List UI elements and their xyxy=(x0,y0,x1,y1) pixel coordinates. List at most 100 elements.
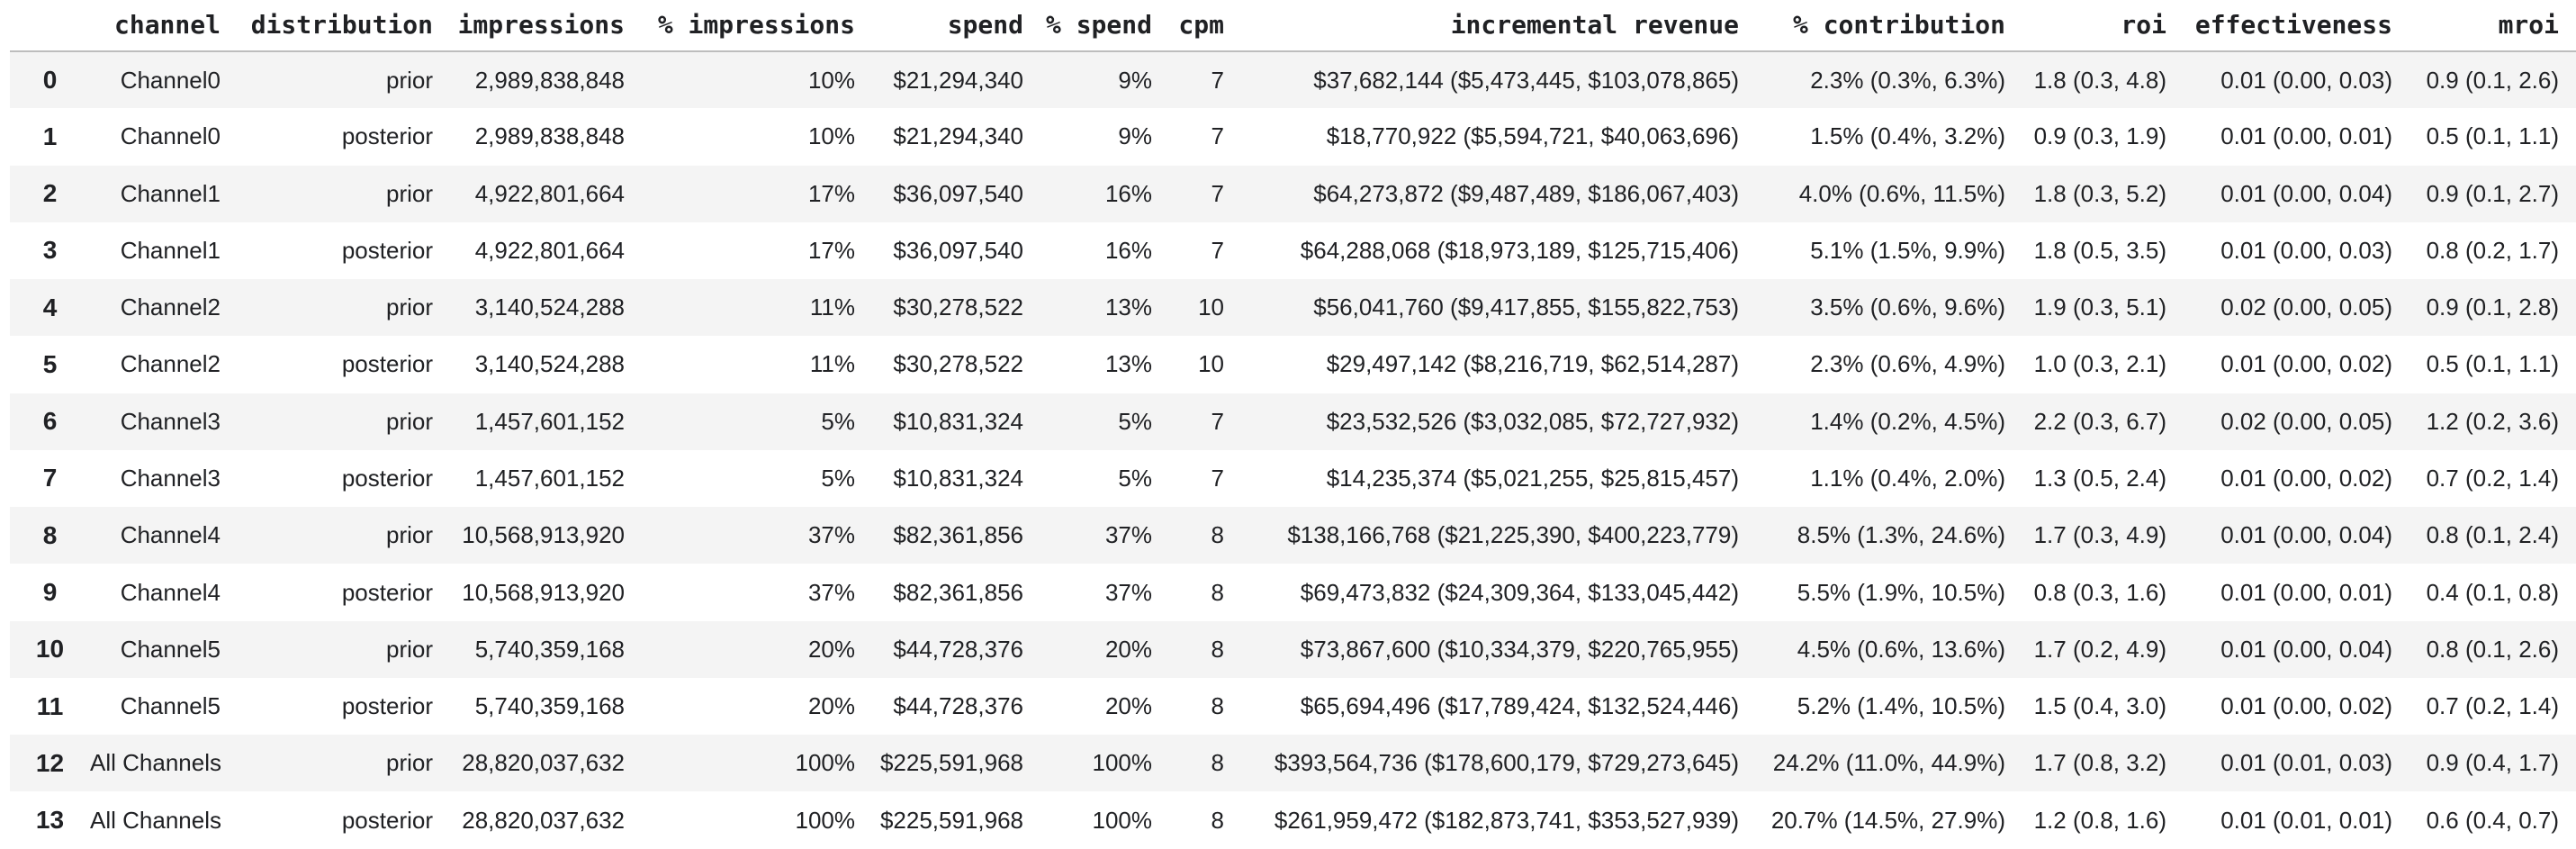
row-index: 13 xyxy=(35,806,65,835)
cell-cpm: 8 xyxy=(1211,521,1224,549)
cell-contribution: 4.0% (0.6%, 11.5%) xyxy=(1798,179,2005,207)
cell-spend: 37% xyxy=(1104,578,1152,606)
cell-channel: Channel5 xyxy=(120,692,221,720)
cell-cpm: 7 xyxy=(1211,179,1224,207)
cell-incremental-revenue: $23,532,526 ($3,032,085, $72,727,932) xyxy=(1326,407,1739,435)
cell-cpm: 8 xyxy=(1211,635,1224,663)
cell-roi: 0.8 (0.3, 1.6) xyxy=(2033,578,2166,606)
cell-roi: 1.8 (0.3, 5.2) xyxy=(2033,179,2166,207)
cell-mroi: 0.7 (0.2, 1.4) xyxy=(2426,692,2559,720)
table-row: 6 Channel3 prior 1,457,601,152 5% $10,831,324… xyxy=(10,393,2576,450)
cell-effectiveness: 0.02 (0.00, 0.05) xyxy=(2220,407,2392,435)
cell-impressions: 3,140,524,288 xyxy=(474,294,625,321)
cell-spend: $21,294,340 xyxy=(893,66,1023,94)
row-index: 11 xyxy=(36,691,64,720)
row-index: 2 xyxy=(42,179,58,208)
cell-roi: 1.8 (0.5, 3.5) xyxy=(2033,236,2166,264)
cell-spend: 16% xyxy=(1104,179,1152,207)
table-row: 8 Channel4 prior 10,568,913,920 37% $82,361,8… xyxy=(10,507,2576,564)
cell-roi: 2.2 (0.3, 6.7) xyxy=(2033,407,2166,435)
column-header-index xyxy=(10,0,90,52)
cell-incremental-revenue: $69,473,832 ($24,309,364, $133,045,442) xyxy=(1300,578,1739,606)
cell-impressions: 20% xyxy=(807,692,855,720)
cell-roi: 1.0 (0.3, 2.1) xyxy=(2033,350,2166,378)
cell-contribution: 20.7% (14.5%, 27.9%) xyxy=(1770,806,2005,834)
column-header-impressions: % impressions xyxy=(634,0,864,52)
column-header-impressions: impressions xyxy=(442,0,634,52)
cell-incremental-revenue: $37,682,144 ($5,473,445, $103,078,865) xyxy=(1313,66,1739,94)
cell-impressions: 17% xyxy=(807,236,855,264)
cell-channel: Channel5 xyxy=(120,635,221,663)
cell-effectiveness: 0.01 (0.00, 0.03) xyxy=(2220,236,2392,264)
cell-spend: 9% xyxy=(1118,122,1152,150)
cell-distribution: posterior xyxy=(341,350,433,378)
cell-spend: 13% xyxy=(1104,350,1152,378)
cell-channel: All Channels xyxy=(90,806,221,834)
cell-impressions: 1,457,601,152 xyxy=(474,407,625,435)
header-row: channel distribution impressions% impressi… xyxy=(10,0,2576,52)
column-header-incremental-revenue: incremental revenue xyxy=(1233,0,1748,52)
cell-channel: Channel0 xyxy=(120,122,221,150)
cell-incremental-revenue: $64,288,068 ($18,973,189, $125,715,406) xyxy=(1300,236,1739,264)
cell-impressions: 11% xyxy=(809,294,855,321)
cell-cpm: 8 xyxy=(1211,749,1224,777)
cell-impressions: 28,820,037,632 xyxy=(462,806,625,834)
cell-contribution: 5.1% (1.5%, 9.9%) xyxy=(1810,236,2005,264)
cell-spend: 9% xyxy=(1118,66,1152,94)
row-index: 7 xyxy=(42,464,58,492)
cell-mroi: 0.7 (0.2, 1.4) xyxy=(2426,464,2559,492)
cell-mroi: 0.9 (0.1, 2.7) xyxy=(2426,179,2559,207)
cell-mroi: 0.8 (0.1, 2.4) xyxy=(2426,521,2559,549)
row-index: 6 xyxy=(42,407,58,436)
cell-channel: Channel4 xyxy=(120,578,221,606)
column-header-mroi: mroi xyxy=(2401,0,2576,52)
cell-effectiveness: 0.01 (0.00, 0.01) xyxy=(2220,122,2392,150)
row-index: 8 xyxy=(42,520,58,549)
cell-spend: 37% xyxy=(1104,521,1152,549)
cell-contribution: 8.5% (1.3%, 24.6%) xyxy=(1797,521,2005,549)
column-header-contribution: % contribution xyxy=(1748,0,2014,52)
cell-impressions: 20% xyxy=(807,635,855,663)
column-header-channel: channel xyxy=(90,0,230,52)
cell-mroi: 0.9 (0.1, 2.6) xyxy=(2426,66,2559,94)
cell-impressions: 10% xyxy=(807,122,855,150)
cell-spend: $36,097,540 xyxy=(893,179,1023,207)
column-header-distribution: distribution xyxy=(230,0,442,52)
cell-effectiveness: 0.01 (0.00, 0.03) xyxy=(2220,66,2392,94)
cell-distribution: prior xyxy=(385,749,433,777)
dataframe-output: channel distribution impressions% impressi… xyxy=(10,0,2576,849)
column-header-spend: % spend xyxy=(1032,0,1161,52)
cell-effectiveness: 0.01 (0.01, 0.01) xyxy=(2220,806,2392,834)
cell-channel: Channel2 xyxy=(120,294,221,321)
cell-impressions: 11% xyxy=(809,350,855,378)
column-header-roi: roi xyxy=(2014,0,2175,52)
cell-incremental-revenue: $56,041,760 ($9,417,855, $155,822,753) xyxy=(1313,294,1739,321)
cell-contribution: 24.2% (11.0%, 44.9%) xyxy=(1772,749,2005,777)
cell-incremental-revenue: $65,694,496 ($17,789,424, $132,524,446) xyxy=(1300,692,1739,720)
cell-mroi: 0.4 (0.1, 0.8) xyxy=(2426,578,2559,606)
cell-impressions: 2,989,838,848 xyxy=(474,122,625,150)
cell-mroi: 0.9 (0.1, 2.8) xyxy=(2426,294,2559,321)
cell-cpm: 8 xyxy=(1211,578,1224,606)
cell-incremental-revenue: $73,867,600 ($10,334,379, $220,765,955) xyxy=(1300,635,1739,663)
column-header-effectiveness: effectiveness xyxy=(2175,0,2401,52)
cell-impressions: 5,740,359,168 xyxy=(474,635,625,663)
table-row: 9 Channel4 posterior 10,568,913,920 37% $82,3… xyxy=(10,564,2576,621)
row-index: 4 xyxy=(42,293,58,321)
cell-roi: 1.5 (0.4, 3.0) xyxy=(2033,692,2166,720)
cell-impressions: 37% xyxy=(807,521,855,549)
cell-spend: $10,831,324 xyxy=(893,407,1023,435)
cell-roi: 0.9 (0.3, 1.9) xyxy=(2033,122,2166,150)
cell-roi: 1.7 (0.3, 4.9) xyxy=(2033,521,2166,549)
cell-effectiveness: 0.02 (0.00, 0.05) xyxy=(2220,294,2392,321)
table-row: 11 Channel5 posterior 5,740,359,168 20% $44,7… xyxy=(10,677,2576,736)
cell-cpm: 10 xyxy=(1198,294,1224,321)
cell-mroi: 1.2 (0.2, 3.6) xyxy=(2426,407,2559,435)
cell-impressions: 28,820,037,632 xyxy=(462,749,625,777)
row-index: 12 xyxy=(35,748,65,777)
cell-cpm: 7 xyxy=(1211,464,1224,492)
cell-impressions: 3,140,524,288 xyxy=(474,350,625,378)
column-header-cpm: cpm xyxy=(1161,0,1233,52)
cell-channel: Channel3 xyxy=(120,464,221,492)
cell-spend: 100% xyxy=(1092,806,1153,834)
